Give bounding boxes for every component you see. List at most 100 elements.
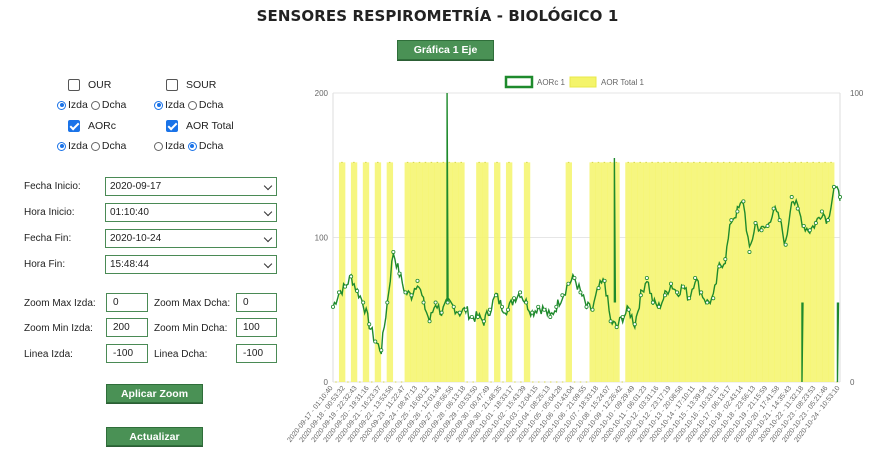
aor-total-bar bbox=[786, 162, 793, 382]
apply-zoom-button[interactable]: Aplicar Zoom bbox=[106, 384, 203, 403]
aorc-point bbox=[457, 310, 462, 315]
zoom-min-dcha-input[interactable]: 100 bbox=[236, 318, 277, 337]
aor-total-bar bbox=[667, 162, 674, 382]
checkbox-our-label: OUR bbox=[88, 79, 112, 91]
aorc-point bbox=[524, 300, 529, 305]
aorc-point bbox=[373, 339, 378, 344]
linea-dcha-input[interactable]: -100 bbox=[236, 344, 277, 363]
aor-total-bar bbox=[595, 162, 602, 382]
x-tick-label: 2020-09-22 - 13:53:58 bbox=[347, 385, 395, 444]
x-tick-label: 2020-10-09 - 12:26:42 bbox=[576, 385, 624, 444]
axis-radio-aorc: Izda Dcha bbox=[57, 140, 129, 152]
fecha-fin-select[interactable]: 2020-10-24 bbox=[105, 229, 277, 248]
aorc-point bbox=[439, 310, 444, 315]
aorc-point bbox=[705, 300, 710, 305]
aor-total-bar bbox=[744, 162, 751, 382]
chevron-down-icon bbox=[263, 259, 273, 269]
aorc-point bbox=[506, 307, 511, 312]
aorc-point bbox=[831, 184, 836, 189]
hora-inicio-select[interactable]: 01:10:40 bbox=[105, 203, 277, 222]
aor-total-bar bbox=[750, 162, 757, 382]
aorc-point bbox=[753, 221, 758, 226]
aor-total-bar bbox=[374, 162, 382, 382]
x-tick-label: 2020-09-18 - 00:53:32 bbox=[299, 385, 347, 444]
linea-izda-input[interactable]: -100 bbox=[106, 344, 148, 363]
aorc-point bbox=[566, 281, 571, 286]
checkbox-sour-box[interactable] bbox=[166, 79, 178, 91]
x-tick-label: 2020-09-29 - 03:53:50 bbox=[431, 385, 479, 444]
x-tick-label: 2020-09-19 - 22:32:43 bbox=[311, 385, 359, 444]
aorc-point bbox=[813, 221, 818, 226]
x-tick-label: 2020-09-28 - 06:13:18 bbox=[419, 385, 467, 444]
aor-total-bar bbox=[726, 162, 734, 382]
aorc-point bbox=[765, 223, 770, 228]
aor-total-bar bbox=[625, 162, 632, 382]
aorc-point bbox=[469, 314, 474, 319]
aorc-point bbox=[542, 307, 547, 312]
aor-total-bar bbox=[702, 162, 710, 382]
zoom-min-izda-input[interactable]: 200 bbox=[106, 318, 148, 337]
checkbox-aorc-box[interactable] bbox=[68, 120, 80, 132]
x-tick-label: 2020-10-14 - 17:10:11 bbox=[649, 385, 697, 444]
checkbox-our[interactable]: OUR bbox=[68, 79, 111, 91]
checkbox-sour[interactable]: SOUR bbox=[166, 79, 216, 91]
checkbox-aor-total[interactable]: AOR Total bbox=[166, 120, 234, 132]
aor-total-bar bbox=[672, 162, 680, 382]
zoom-max-dcha-input[interactable]: 0 bbox=[236, 293, 277, 312]
radio-izda-sour[interactable] bbox=[154, 100, 163, 110]
x-tick-label: 2020-10-11 - 06:01:23 bbox=[601, 385, 649, 444]
radio-izda-aorc[interactable] bbox=[57, 141, 66, 151]
checkbox-aorc[interactable]: AORc bbox=[68, 120, 116, 132]
aor-total-bar bbox=[452, 162, 459, 382]
x-tick-label: 2020-09-17 - 01:10:40 bbox=[286, 385, 334, 444]
x-tick-label: 2020-10-18 - 02:43:14 bbox=[697, 385, 745, 444]
aor-total-bar bbox=[678, 162, 686, 382]
x-tick-label: 2020-10-04 - 08:25:13 bbox=[504, 385, 552, 444]
legend-swatch-aorc[interactable] bbox=[504, 75, 534, 89]
fecha-inicio-label: Fecha Inicio: bbox=[24, 181, 81, 192]
radio-label-dcha: Dcha bbox=[198, 140, 224, 152]
aorc-point bbox=[669, 281, 674, 286]
aor-total-bar bbox=[655, 162, 662, 382]
x-tick-label: 2020-10-24 - 10:53:10 bbox=[793, 385, 841, 444]
x-tick-label: 2020-09-20 - 19:31:16 bbox=[323, 385, 371, 444]
aor-total-bar bbox=[690, 162, 698, 382]
radio-dcha-aorc[interactable] bbox=[90, 141, 100, 151]
aorc-point bbox=[777, 218, 782, 223]
aorc-point bbox=[819, 209, 824, 214]
checkbox-our-box[interactable] bbox=[68, 79, 80, 91]
zoom-max-dcha-label: Zoom Max Dcha: bbox=[154, 298, 231, 309]
x-tick-label: 2020-10-22 - 11:32:18 bbox=[758, 385, 806, 444]
axis-radio-aor-total: Izda Dcha bbox=[154, 140, 226, 152]
aorc-point bbox=[789, 195, 794, 200]
radio-izda-aor-total[interactable] bbox=[154, 141, 163, 151]
radio-dcha-aor-total[interactable] bbox=[187, 141, 197, 151]
legend-label-aorc[interactable]: AORc 1 bbox=[537, 78, 566, 87]
hora-fin-select[interactable]: 15:48:44 bbox=[105, 255, 277, 274]
legend-swatch-aor-total[interactable] bbox=[569, 76, 597, 88]
checkbox-aor-total-box[interactable] bbox=[166, 120, 178, 132]
chevron-down-icon bbox=[263, 233, 273, 243]
aorc-point bbox=[385, 300, 390, 305]
aor-total-bar bbox=[708, 162, 716, 382]
aorc-point bbox=[662, 293, 667, 298]
legend-label-aor-total[interactable]: AOR Total 1 bbox=[601, 78, 645, 87]
aor-total-bar bbox=[350, 162, 358, 382]
radio-dcha-our[interactable] bbox=[90, 100, 100, 110]
radio-dcha-sour[interactable] bbox=[187, 100, 197, 110]
refresh-button[interactable]: Actualizar bbox=[106, 427, 203, 446]
aorc-point bbox=[391, 249, 396, 254]
linea-dcha-label: Linea Dcha: bbox=[154, 349, 208, 360]
aorc-point bbox=[560, 293, 565, 298]
aorc-point bbox=[783, 242, 788, 247]
aor-total-bar bbox=[476, 162, 483, 382]
fecha-inicio-select[interactable]: 2020-09-17 bbox=[105, 177, 277, 196]
aorc-point bbox=[741, 199, 746, 204]
aor-total-bar bbox=[720, 162, 728, 382]
x-tick-label: 2020-10-02 - 15:43:39 bbox=[480, 385, 528, 444]
zoom-max-izda-input[interactable]: 0 bbox=[106, 293, 148, 312]
single-axis-chart-button[interactable]: Gráfica 1 Eje bbox=[397, 40, 494, 60]
aorc-point bbox=[578, 290, 583, 295]
radio-izda-our[interactable] bbox=[57, 100, 66, 110]
zoom-min-izda-label: Zoom Min Izda: bbox=[24, 323, 93, 334]
